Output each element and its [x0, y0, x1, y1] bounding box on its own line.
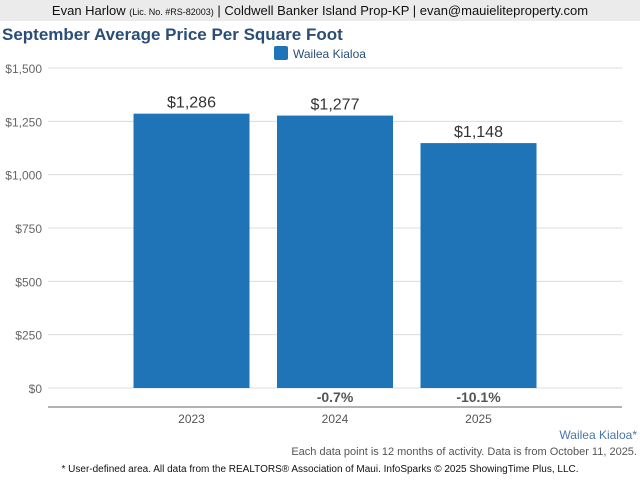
legend-swatch: [274, 46, 288, 60]
company-contact: | Coldwell Banker Island Prop-KP | evan@…: [213, 3, 589, 18]
bar: [133, 113, 250, 389]
change-label: -0.7%: [317, 389, 354, 405]
agent-header: Evan Harlow (Lic. No. #RS-82003) | Coldw…: [0, 0, 640, 21]
x-tick-label: 2025: [465, 412, 492, 426]
x-tick-label: 2024: [322, 412, 349, 426]
chart-title: September Average Price Per Square Foot: [2, 25, 343, 44]
change-label: -10.1%: [456, 389, 501, 405]
bar-chart: Wailea Kialoa $0 $250 $500 $750 $1,000 $1,250 $…: [5, 46, 622, 426]
bar: [277, 115, 393, 388]
x-tick-label: 2023: [178, 412, 205, 426]
bar: [420, 143, 537, 388]
legend-label: Wailea Kialoa: [293, 47, 366, 61]
y-tick-label: $500: [15, 275, 42, 289]
y-tick-label: $750: [15, 222, 42, 236]
y-tick-label: $0: [29, 382, 43, 396]
bar-value-label: $1,286: [167, 95, 216, 112]
agent-name: Evan Harlow: [51, 3, 126, 18]
bar-value-label: $1,277: [311, 97, 360, 114]
bar-value-label: $1,148: [454, 124, 503, 141]
y-tick-label: $1,500: [5, 62, 42, 76]
y-tick-label: $1,250: [5, 115, 42, 129]
disclaimer: * User-defined area. All data from the R…: [61, 464, 579, 475]
y-tick-label: $250: [15, 329, 42, 343]
y-tick-label: $1,000: [5, 169, 42, 183]
area-label: Wailea Kialoa*: [559, 428, 637, 442]
data-note: Each data point is 12 months of activity…: [291, 446, 637, 458]
license-number: (Lic. No. #RS-82003): [129, 7, 214, 17]
